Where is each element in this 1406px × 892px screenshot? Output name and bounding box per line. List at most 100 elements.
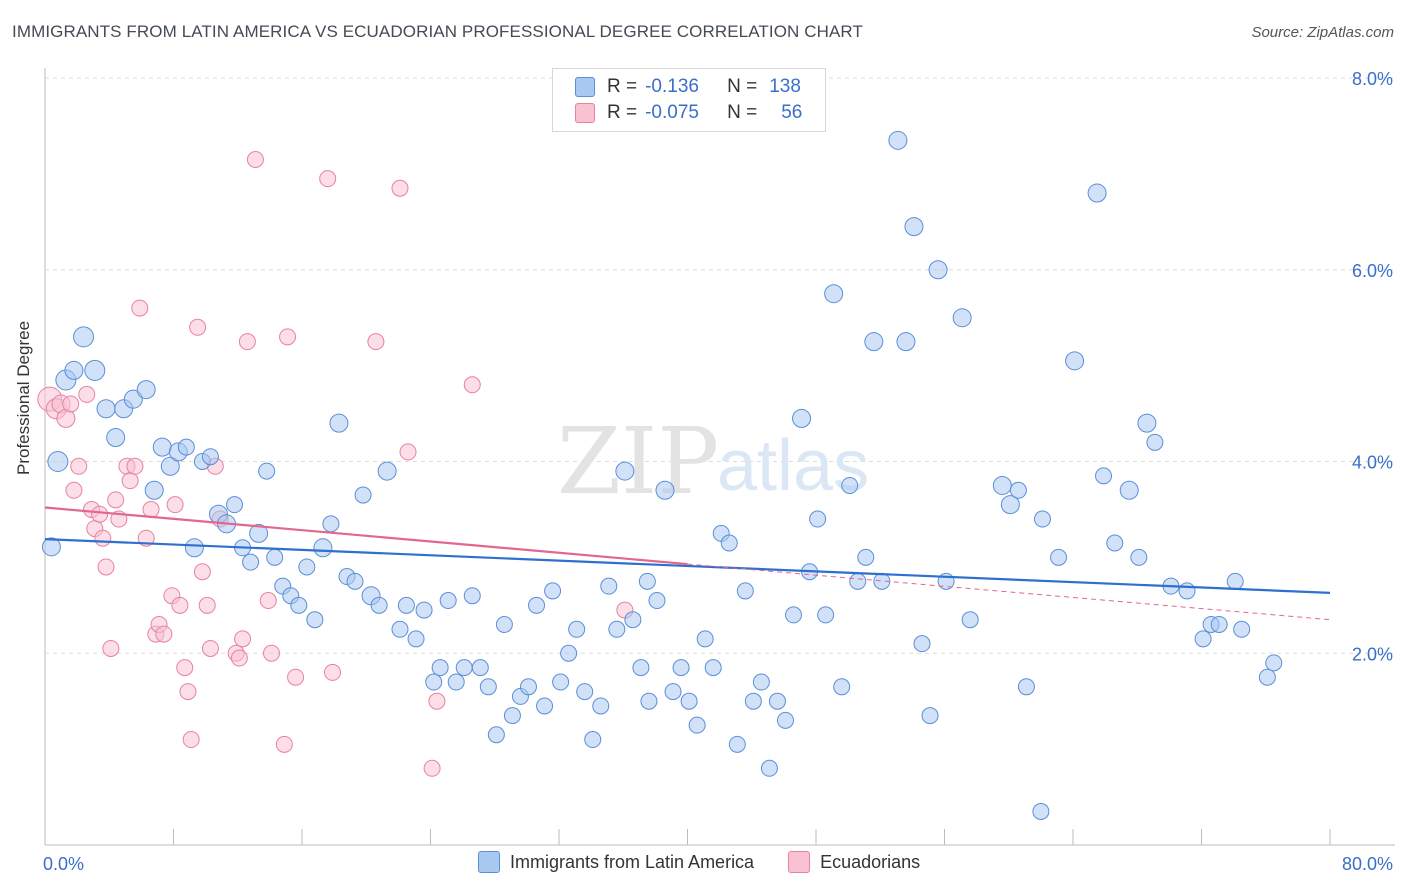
data-point-immigrants	[73, 326, 95, 348]
data-point-immigrants	[1194, 630, 1212, 648]
data-point-immigrants	[760, 759, 778, 777]
data-point-immigrants	[266, 548, 284, 566]
data-point-immigrants	[952, 308, 972, 328]
series-immigrants-latin-america	[41, 130, 1283, 820]
trend-line-ecuadorians	[44, 506, 688, 566]
data-point-immigrants	[346, 572, 364, 590]
data-point-immigrants	[864, 332, 884, 352]
data-point-immigrants	[992, 475, 1012, 495]
data-point-immigrants	[391, 620, 409, 638]
data-point-immigrants	[928, 260, 948, 280]
legend-swatch-ecuadorians	[788, 851, 811, 873]
data-point-immigrants	[242, 553, 260, 571]
data-point-immigrants	[322, 515, 340, 533]
data-point-immigrants	[792, 408, 812, 428]
data-point-immigrants	[1130, 548, 1148, 566]
data-point-immigrants	[1087, 183, 1107, 203]
data-point-immigrants	[495, 615, 513, 633]
legend-r-value: -0.136	[645, 76, 699, 97]
series-legend: Immigrants from Latin America Ecuadorian…	[478, 851, 954, 873]
data-point-immigrants	[824, 284, 844, 304]
data-point-immigrants	[152, 437, 172, 457]
data-point-ecuadorians	[391, 179, 409, 197]
data-point-immigrants	[1065, 351, 1085, 371]
data-point-ecuadorians	[121, 472, 139, 490]
data-point-immigrants	[1178, 582, 1196, 600]
data-point-ecuadorians	[463, 376, 481, 394]
data-point-immigrants	[680, 692, 698, 710]
data-point-immigrants	[961, 611, 979, 629]
data-point-immigrants	[655, 480, 675, 500]
data-point-ecuadorians	[238, 333, 256, 351]
data-point-immigrants	[857, 548, 875, 566]
data-point-ecuadorians	[78, 385, 96, 403]
data-point-immigrants	[1119, 480, 1139, 500]
watermark-zip: ZIP	[557, 408, 719, 515]
data-point-immigrants	[407, 630, 425, 648]
data-point-ecuadorians	[94, 529, 112, 547]
legend-n-value: 138	[769, 76, 801, 97]
data-point-immigrants	[624, 611, 642, 629]
data-point-immigrants	[1009, 481, 1027, 499]
data-point-immigrants	[841, 476, 859, 494]
legend-item-immigrants[interactable]: Immigrants from Latin America	[478, 851, 754, 873]
data-point-immigrants	[397, 596, 415, 614]
legend-row-pink: R = -0.075 N = 56	[575, 100, 802, 126]
data-point-immigrants	[544, 582, 562, 600]
legend-r-value: -0.075	[645, 102, 699, 123]
data-point-ecuadorians	[262, 644, 280, 662]
legend-swatch-immigrants	[478, 851, 500, 873]
data-point-ecuadorians	[97, 558, 115, 576]
data-point-immigrants	[136, 380, 156, 400]
data-point-immigrants	[106, 428, 126, 448]
data-point-immigrants	[560, 644, 578, 662]
data-point-ecuadorians	[179, 683, 197, 701]
data-point-ecuadorians	[189, 318, 207, 336]
data-point-immigrants	[258, 462, 276, 480]
data-point-immigrants	[696, 630, 714, 648]
data-point-immigrants	[648, 592, 666, 610]
data-point-immigrants	[776, 711, 794, 729]
data-point-immigrants	[313, 538, 333, 558]
data-point-ecuadorians	[176, 659, 194, 677]
data-point-ecuadorians	[319, 170, 337, 188]
data-point-immigrants	[447, 673, 465, 691]
data-point-immigrants	[1000, 495, 1020, 515]
data-point-ecuadorians	[259, 592, 277, 610]
data-point-immigrants	[519, 678, 537, 696]
data-point-ecuadorians	[126, 457, 144, 475]
data-point-immigrants	[290, 596, 308, 614]
x-tick-label: 0.0%	[43, 854, 84, 874]
data-point-immigrants	[672, 659, 690, 677]
data-point-immigrants	[1106, 534, 1124, 552]
data-point-immigrants	[592, 697, 610, 715]
data-point-immigrants	[615, 461, 635, 481]
data-point-immigrants	[552, 673, 570, 691]
data-point-immigrants	[377, 461, 397, 481]
data-point-immigrants	[1258, 668, 1276, 686]
data-point-immigrants	[479, 678, 497, 696]
data-point-immigrants	[817, 606, 835, 624]
data-point-immigrants	[370, 596, 388, 614]
data-point-immigrants	[849, 572, 867, 590]
watermark: ZIP atlas	[557, 408, 869, 515]
data-point-immigrants	[1233, 620, 1251, 638]
data-point-immigrants	[1095, 467, 1113, 485]
y-tick-label: 4.0%	[1352, 453, 1393, 473]
data-point-ecuadorians	[423, 759, 441, 777]
data-point-immigrants	[744, 692, 762, 710]
legend-item-ecuadorians[interactable]: Ecuadorians	[788, 851, 920, 873]
data-point-immigrants	[226, 496, 244, 514]
data-point-ecuadorians	[142, 500, 160, 518]
chart-title: IMMIGRANTS FROM LATIN AMERICA VS ECUADOR…	[12, 22, 863, 41]
data-point-immigrants	[471, 659, 489, 677]
data-point-ecuadorians	[182, 731, 200, 749]
data-point-immigrants	[785, 606, 803, 624]
data-point-ecuadorians	[279, 328, 297, 346]
data-point-immigrants	[720, 534, 738, 552]
data-point-ecuadorians	[198, 596, 216, 614]
data-point-ecuadorians	[155, 625, 173, 643]
trend-lines	[44, 506, 1331, 621]
data-point-immigrants	[632, 659, 650, 677]
data-point-immigrants	[736, 582, 754, 600]
